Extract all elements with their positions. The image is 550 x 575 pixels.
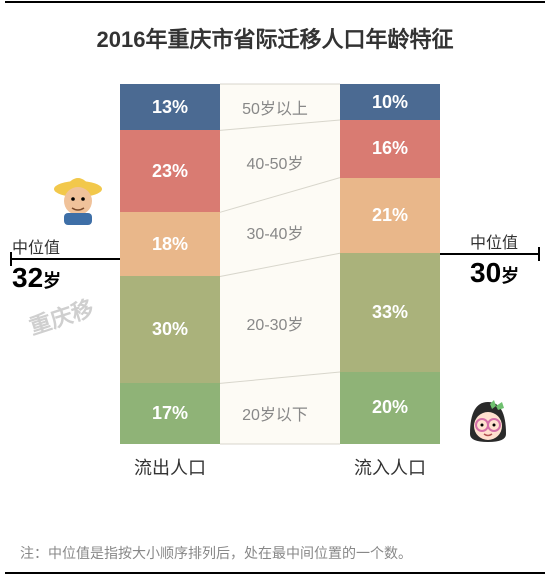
bar-segment: 30% bbox=[120, 276, 220, 383]
bar-left: 13%23%18%30%17% bbox=[120, 84, 220, 444]
border-bottom bbox=[5, 572, 545, 574]
farmer-avatar-icon bbox=[50, 169, 106, 225]
bar-segment: 20% bbox=[340, 372, 440, 444]
bar-segment: 21% bbox=[340, 178, 440, 254]
median-label-left: 中位值 bbox=[12, 234, 60, 258]
median-line-left bbox=[10, 258, 120, 260]
column-label-left: 流出人口 bbox=[110, 454, 230, 480]
chart-title: 2016年重庆市省际迁移人口年龄特征 bbox=[0, 0, 550, 74]
age-label: 20-30岁 bbox=[220, 311, 330, 335]
border-top bbox=[5, 1, 545, 3]
bar-segment: 17% bbox=[120, 383, 220, 444]
footnote: 注：中位值是指按大小顺序排列后，处在最中间位置的一个数。 bbox=[20, 543, 412, 563]
bar-segment: 13% bbox=[120, 84, 220, 130]
age-label: 30-40岁 bbox=[220, 220, 330, 244]
column-label-right: 流入人口 bbox=[330, 454, 450, 480]
bar-segment: 33% bbox=[340, 253, 440, 372]
age-label: 50岁以上 bbox=[220, 95, 330, 119]
median-cap-right bbox=[538, 247, 540, 261]
bar-segment: 23% bbox=[120, 130, 220, 212]
median-value-left: 32岁 bbox=[12, 262, 61, 294]
age-labels: 50岁以上 40-50岁 30-40岁 20-30岁 20岁以下 bbox=[220, 84, 330, 444]
age-label: 40-50岁 bbox=[220, 150, 330, 174]
median-label-right: 中位值 bbox=[470, 229, 518, 253]
girl-avatar-icon bbox=[460, 394, 516, 450]
bar-segment: 16% bbox=[340, 120, 440, 178]
bar-segment: 10% bbox=[340, 84, 440, 120]
median-line-right bbox=[440, 253, 540, 255]
median-value-right: 30岁 bbox=[470, 257, 519, 289]
chart-area: 13%23%18%30%17% 10%16%21%33%20% 50岁以上 40-… bbox=[0, 74, 550, 494]
bar-segment: 18% bbox=[120, 212, 220, 276]
age-label: 20岁以下 bbox=[220, 401, 330, 425]
bar-right: 10%16%21%33%20% bbox=[340, 84, 440, 444]
